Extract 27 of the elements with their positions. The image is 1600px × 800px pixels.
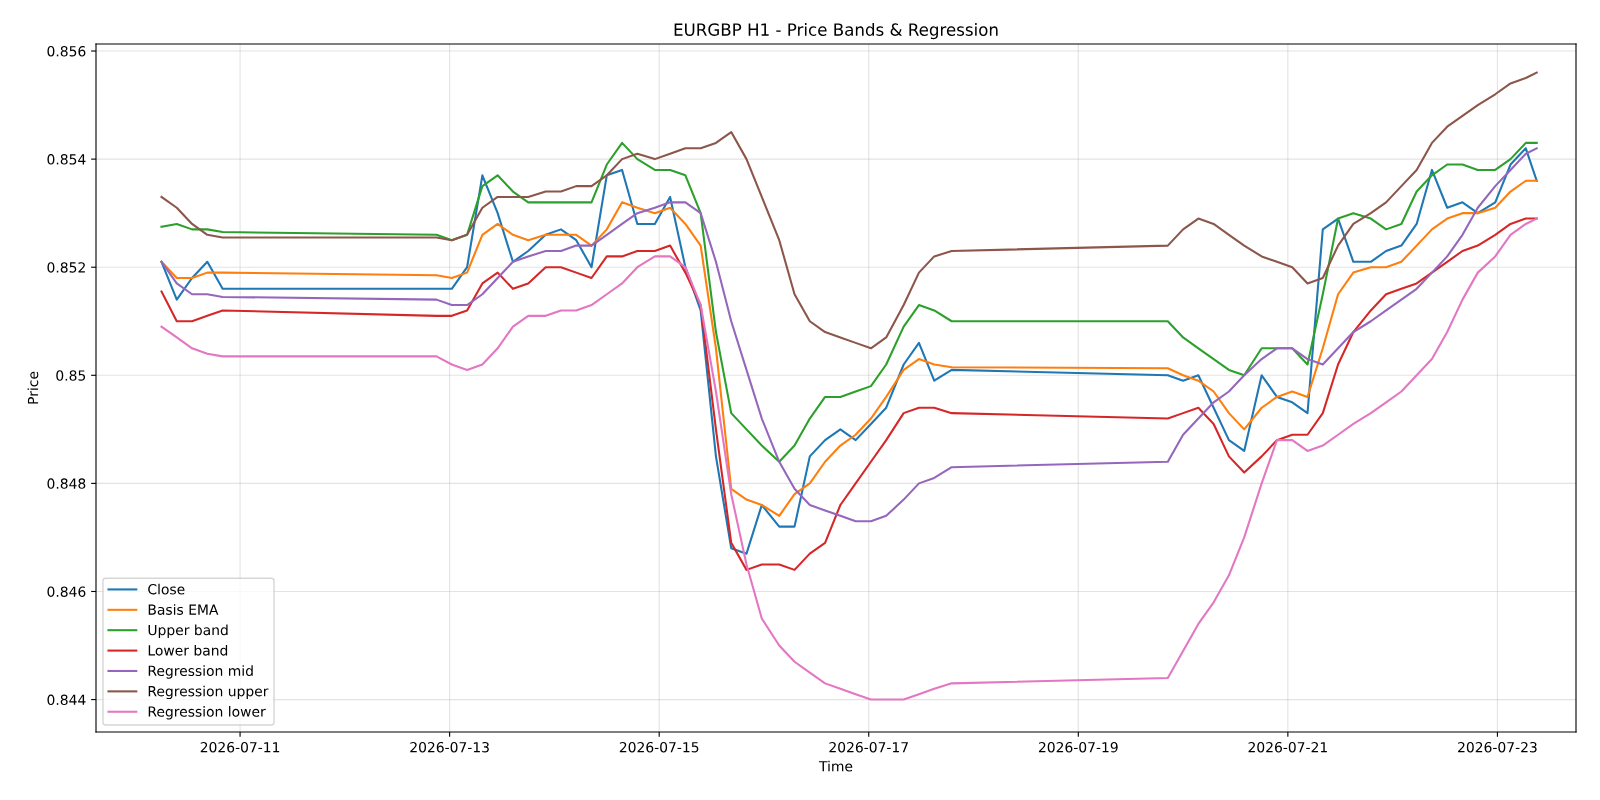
y-tick-label: 0.846 [47, 586, 86, 597]
y-tick-label: 0.848 [47, 478, 86, 489]
x-tick-label: 2026-07-15 [619, 741, 699, 753]
y-tick-label: 0.85 [56, 370, 86, 381]
x-tick-label: 2026-07-23 [1458, 741, 1537, 753]
x-tick-label: 2026-07-13 [410, 741, 489, 753]
x-axis-title: Time [818, 760, 853, 772]
y-tick-label: 0.854 [47, 154, 86, 165]
y-tick-label: 0.844 [47, 694, 86, 706]
legend-label: Upper band [148, 624, 228, 638]
line-series [160, 71, 1538, 350]
legend-label: Regression upper [148, 685, 269, 700]
legend-label: Regression mid [148, 665, 253, 679]
legend-label: Regression lower [148, 706, 266, 720]
line-series [160, 217, 1538, 571]
legend-label: Lower band [148, 644, 228, 656]
legend-label: Close [148, 583, 185, 595]
x-tick-label: 2026-07-11 [200, 741, 280, 753]
line-series [160, 141, 1538, 463]
y-axis-title: Price [27, 371, 39, 404]
y-tick-label: 0.856 [47, 45, 86, 57]
x-tick-label: 2026-07-17 [829, 741, 908, 753]
x-tick-label: 2026-07-19 [1038, 741, 1118, 753]
chart-title: EURGBP H1 - Price Bands & Regression [674, 23, 998, 40]
x-tick-label: 2026-07-21 [1248, 741, 1327, 753]
y-tick-label: 0.852 [47, 262, 85, 273]
legend-label: Basis EMA [148, 604, 219, 615]
